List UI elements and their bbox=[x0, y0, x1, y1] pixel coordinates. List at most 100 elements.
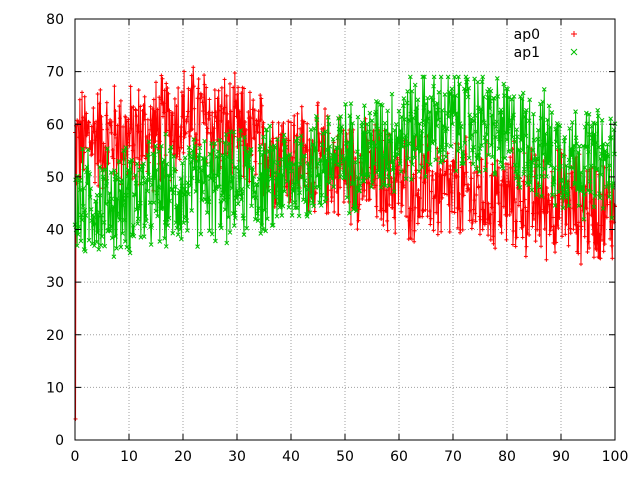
data-point bbox=[379, 171, 385, 176]
data-point bbox=[76, 135, 81, 140]
data-point bbox=[221, 197, 227, 203]
data-point bbox=[305, 160, 311, 166]
data-point bbox=[296, 185, 301, 191]
data-point bbox=[591, 204, 597, 210]
data-point bbox=[181, 150, 186, 155]
data-point bbox=[202, 138, 207, 144]
data-point bbox=[150, 175, 156, 181]
data-point bbox=[512, 197, 517, 202]
data-point bbox=[344, 195, 350, 200]
data-point bbox=[365, 180, 370, 185]
data-point bbox=[447, 177, 452, 182]
data-point bbox=[298, 126, 303, 131]
data-point bbox=[493, 246, 498, 251]
data-point bbox=[385, 108, 391, 114]
data-point bbox=[560, 205, 566, 211]
data-point bbox=[125, 140, 130, 145]
data-point bbox=[380, 182, 386, 187]
data-point bbox=[343, 141, 349, 146]
data-point bbox=[219, 85, 224, 90]
data-point bbox=[448, 172, 453, 177]
data-point bbox=[513, 176, 519, 181]
data-point bbox=[141, 103, 146, 108]
data-point bbox=[412, 155, 418, 161]
data-point bbox=[110, 147, 115, 152]
data-point bbox=[593, 140, 599, 146]
data-point bbox=[493, 134, 499, 140]
data-point bbox=[242, 134, 247, 140]
data-point bbox=[515, 171, 521, 176]
data-point bbox=[530, 224, 535, 229]
data-point bbox=[418, 149, 423, 155]
data-point bbox=[456, 206, 461, 211]
data-point bbox=[523, 205, 528, 210]
data-point bbox=[271, 159, 277, 165]
data-point bbox=[172, 168, 178, 174]
data-point bbox=[292, 113, 297, 118]
data-point bbox=[321, 168, 327, 174]
data-point bbox=[178, 124, 183, 129]
data-point bbox=[475, 173, 480, 178]
data-point bbox=[246, 110, 251, 115]
data-point bbox=[530, 211, 535, 216]
data-point bbox=[370, 180, 375, 185]
data-point bbox=[547, 232, 552, 237]
data-point bbox=[218, 225, 224, 231]
data-point bbox=[109, 235, 115, 241]
data-point bbox=[182, 186, 187, 192]
data-point bbox=[299, 142, 305, 148]
data-point bbox=[133, 180, 139, 186]
data-point bbox=[112, 132, 117, 137]
data-point bbox=[109, 196, 115, 202]
data-point bbox=[105, 146, 110, 152]
data-point bbox=[585, 188, 591, 193]
data-point bbox=[379, 217, 384, 222]
data-point bbox=[355, 114, 361, 120]
data-point bbox=[491, 96, 497, 101]
data-point bbox=[537, 184, 542, 189]
data-point bbox=[415, 221, 420, 226]
data-point bbox=[179, 90, 184, 95]
data-point bbox=[514, 235, 519, 240]
data-point bbox=[149, 182, 155, 188]
data-point bbox=[590, 222, 595, 227]
data-point bbox=[472, 198, 477, 203]
data-point bbox=[150, 106, 155, 111]
data-point bbox=[542, 226, 547, 231]
data-point bbox=[160, 76, 165, 81]
data-point bbox=[413, 132, 419, 138]
data-point bbox=[233, 99, 238, 104]
data-point bbox=[357, 188, 362, 194]
data-point bbox=[189, 73, 194, 78]
data-point bbox=[280, 203, 286, 209]
data-point bbox=[483, 139, 489, 144]
data-point bbox=[195, 138, 200, 143]
data-point bbox=[270, 222, 276, 228]
data-point bbox=[91, 129, 96, 134]
data-point bbox=[207, 228, 212, 234]
data-point bbox=[358, 172, 364, 178]
data-point bbox=[486, 233, 491, 238]
data-point bbox=[162, 110, 167, 115]
data-point bbox=[500, 166, 506, 171]
legend-label-ap0: ap0 bbox=[514, 27, 540, 43]
data-point bbox=[544, 257, 549, 262]
data-point bbox=[232, 134, 237, 139]
data-point bbox=[224, 240, 230, 246]
data-point bbox=[609, 219, 614, 224]
data-point bbox=[326, 180, 332, 186]
data-point bbox=[73, 416, 78, 421]
data-point bbox=[507, 124, 513, 130]
data-point bbox=[86, 119, 91, 124]
data-point bbox=[223, 178, 229, 184]
data-point bbox=[93, 198, 99, 204]
data-point bbox=[268, 144, 274, 150]
data-point bbox=[194, 158, 199, 164]
data-point bbox=[375, 100, 381, 105]
data-point bbox=[470, 161, 476, 167]
data-point bbox=[330, 195, 335, 200]
data-point bbox=[215, 149, 221, 154]
data-point bbox=[408, 111, 414, 117]
data-point bbox=[190, 156, 196, 162]
data-point bbox=[497, 110, 503, 116]
